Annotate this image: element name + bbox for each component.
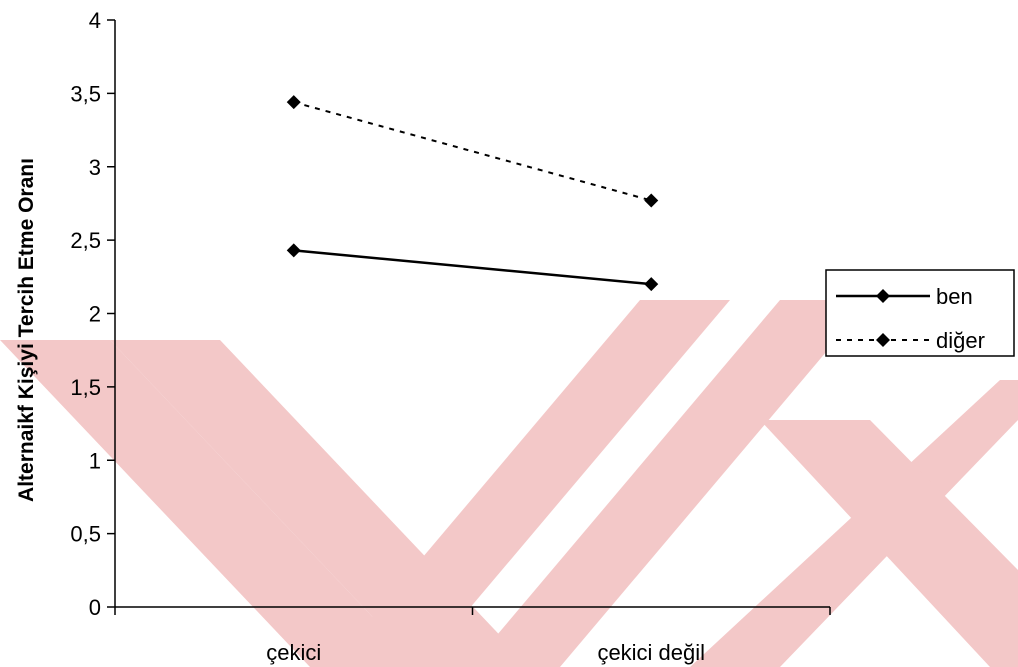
legend-marker [876, 333, 890, 347]
legend-item-ben: ben [836, 284, 973, 309]
y-tick-label: 0 [89, 595, 101, 620]
series-diğer [286, 95, 659, 208]
y-ticks: 0 0,5 1 1,5 2 2,5 3 3,5 4 [70, 8, 115, 620]
y-tick-label: 1 [89, 448, 101, 473]
y-tick-label: 0,5 [70, 522, 101, 547]
legend: ben diğer [825, 269, 1015, 357]
series-line [293, 249, 652, 286]
y-tick-label: 2,5 [70, 228, 101, 253]
y-tick-label: 3 [89, 155, 101, 180]
data-point [286, 95, 301, 110]
series-line [293, 101, 652, 202]
y-tick-label: 1,5 [70, 375, 101, 400]
watermark [0, 300, 1018, 667]
y-axis-title: Alternaikf Kişiyi Tercih Etme Oranı [15, 158, 38, 502]
legend-marker [876, 289, 890, 303]
data-point [644, 193, 659, 208]
legend-box [825, 269, 1015, 357]
legend-items: ben diğer [836, 284, 985, 353]
legend-label: diğer [936, 328, 985, 353]
data-point [644, 277, 659, 292]
series-ben [286, 243, 659, 292]
legend-label: ben [936, 284, 973, 309]
y-tick-label: 2 [89, 302, 101, 327]
data-point [286, 243, 301, 258]
x-tick-label: çekici [266, 640, 321, 665]
y-tick-label: 3,5 [70, 81, 101, 106]
x-ticks: çekici çekici değil [114, 607, 831, 665]
y-tick-label: 4 [89, 8, 101, 33]
legend-item-diğer: diğer [836, 328, 985, 353]
x-tick-label: çekici değil [597, 640, 705, 665]
series-layer [286, 95, 659, 292]
